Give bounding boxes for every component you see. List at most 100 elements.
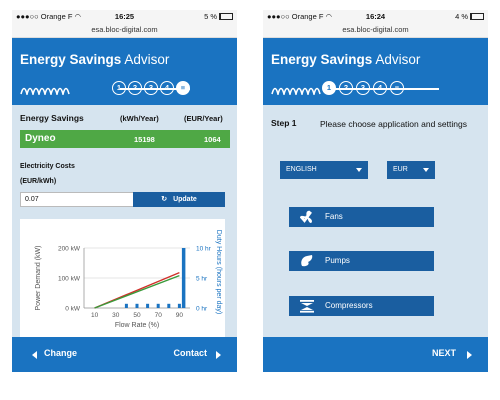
savings-chart: 0 kW 100 kW 200 kW 0 hr 5 hr 10 hr 10 30 50 70 90 F… <box>20 219 225 343</box>
bottom-nav: Change Contact <box>12 337 237 372</box>
x-tick-label: 10 <box>91 312 99 319</box>
app-title: Energy Savings Advisor <box>20 52 169 67</box>
wifi-icon: ◠ <box>74 12 82 21</box>
app-button-fans[interactable]: Fans <box>289 207 434 227</box>
app-header: Energy Savings Advisor 1 2 3 4 ≡ <box>263 38 488 105</box>
product-name: Dyneo <box>25 133 56 144</box>
series-line-1 <box>94 274 180 309</box>
x-tick-label: 90 <box>176 312 184 319</box>
carrier-name: Orange F <box>291 12 324 21</box>
step-text: Please choose application and settings <box>320 119 467 129</box>
kwh-value: 15198 <box>134 135 155 144</box>
caret-down-icon <box>423 168 429 172</box>
step-4[interactable]: 4 <box>160 81 174 95</box>
next-button[interactable]: NEXT <box>431 348 456 358</box>
carrier-name: Orange F <box>40 12 73 21</box>
chevron-right-icon <box>467 351 472 359</box>
electricity-cost-input[interactable]: 0.07 <box>20 192 134 207</box>
x-tick-label: 50 <box>133 312 141 319</box>
step-4[interactable]: 4 <box>373 81 387 95</box>
currency-select[interactable]: EUR <box>387 161 435 179</box>
check-icon <box>300 211 312 223</box>
energy-savings-title: Energy Savings <box>20 113 84 123</box>
y-tick-label: 200 kW <box>58 246 81 253</box>
step-indicator: 1 2 3 4 ≡ <box>322 81 452 97</box>
y-axis-title: Power Demand (kW) <box>35 246 42 311</box>
status-time: 16:25 <box>114 12 135 21</box>
battery-fill <box>471 14 472 19</box>
duty-hour-bar <box>156 303 160 308</box>
battery-info: 4 % <box>455 12 484 21</box>
step-3[interactable]: 3 <box>144 81 158 95</box>
url-bar[interactable]: esa.bloc-digital.com <box>342 25 409 34</box>
wave-logo-icon <box>271 87 321 95</box>
electricity-costs-label: Electricity Costs <box>20 163 75 170</box>
status-time: 16:24 <box>365 12 386 21</box>
app-title-rest: Advisor <box>375 52 421 67</box>
app-button-label: Fans <box>325 212 343 221</box>
step-1[interactable]: 1 <box>112 81 126 95</box>
battery-info: 5 % <box>204 12 233 21</box>
col-kwh-header: (kWh/Year) <box>120 114 159 123</box>
step-3[interactable]: 3 <box>356 81 370 95</box>
step-2[interactable]: 2 <box>128 81 142 95</box>
url-bar[interactable]: esa.bloc-digital.com <box>91 25 158 34</box>
step-5[interactable]: ≡ <box>176 81 190 95</box>
battery-percent: 4 % <box>455 12 468 21</box>
x-axis-title: Flow Rate (%) <box>115 322 159 329</box>
y2-axis-title: Duty Hours (hours per day) <box>215 230 222 314</box>
y-tick-label: 100 kW <box>58 276 81 283</box>
y-tick-label: 0 kW <box>65 306 81 313</box>
currency-value: EUR <box>393 166 408 173</box>
change-button[interactable]: Change <box>44 348 78 358</box>
caret-down-icon <box>356 168 362 172</box>
refresh-icon: ↻ <box>161 196 168 203</box>
phone-results-screen: ●●●○○ Orange F ◠ 16:25 5 % esa.bloc-digi… <box>12 10 237 372</box>
battery-percent: 5 % <box>204 12 217 21</box>
app-button-pumps[interactable]: Pumps <box>289 251 434 271</box>
step-indicator: 1 2 3 4 ≡ <box>112 81 202 97</box>
phone-step1-screen: ●●●○○ Orange F ◠ 16:24 4 % esa.bloc-digi… <box>263 10 488 372</box>
wave-logo-icon <box>20 87 70 95</box>
step-label: Step 1 <box>271 118 297 128</box>
y2-tick-label: 5 hr <box>196 276 208 283</box>
language-value: ENGLISH <box>286 166 317 173</box>
update-button-label: Update <box>173 196 197 203</box>
battery-icon <box>470 13 484 20</box>
step-1[interactable]: 1 <box>322 81 336 95</box>
y2-tick-label: 0 hr <box>196 306 208 313</box>
savings-row: Dyneo 15198 1064 <box>20 130 230 148</box>
battery-fill <box>220 14 221 19</box>
duty-hour-bar <box>167 303 171 308</box>
app-header: Energy Savings Advisor 1 2 3 4 ≡ <box>12 38 237 105</box>
step-5[interactable]: ≡ <box>390 81 404 95</box>
x-tick-label: 70 <box>155 312 163 319</box>
step-2[interactable]: 2 <box>339 81 353 95</box>
chart-svg: 0 kW 100 kW 200 kW 0 hr 5 hr 10 hr 10 30 50 70 90 F… <box>35 230 222 329</box>
pump-icon <box>301 255 313 267</box>
chevron-right-icon <box>216 351 221 359</box>
duty-hour-bar <box>177 303 181 308</box>
duty-hour-bar <box>124 303 128 308</box>
electricity-unit-label: (EUR/kWh) <box>20 178 57 185</box>
app-title: Energy Savings Advisor <box>271 52 420 67</box>
app-title-bold: Energy Savings <box>20 52 122 67</box>
duty-hour-bar <box>135 303 139 308</box>
contact-button[interactable]: Contact <box>173 348 208 358</box>
app-title-rest: Advisor <box>124 52 170 67</box>
bottom-nav: NEXT <box>263 337 488 372</box>
chevron-left-icon <box>32 351 37 359</box>
compressor-icon <box>300 300 314 313</box>
eur-value: 1064 <box>204 135 221 144</box>
duty-hour-bar <box>146 303 150 308</box>
language-select[interactable]: ENGLISH <box>280 161 368 179</box>
app-button-compressors[interactable]: Compressors <box>289 296 434 316</box>
app-title-bold: Energy Savings <box>271 52 373 67</box>
carrier-info: ●●●○○ Orange F ◠ <box>16 12 82 21</box>
battery-icon <box>219 13 233 20</box>
col-eur-header: (EUR/Year) <box>184 114 223 123</box>
carrier-info: ●●●○○ Orange F ◠ <box>267 12 333 21</box>
update-button[interactable]: ↻ Update <box>133 192 225 207</box>
app-button-label: Pumps <box>325 256 350 265</box>
wifi-icon: ◠ <box>325 12 333 21</box>
